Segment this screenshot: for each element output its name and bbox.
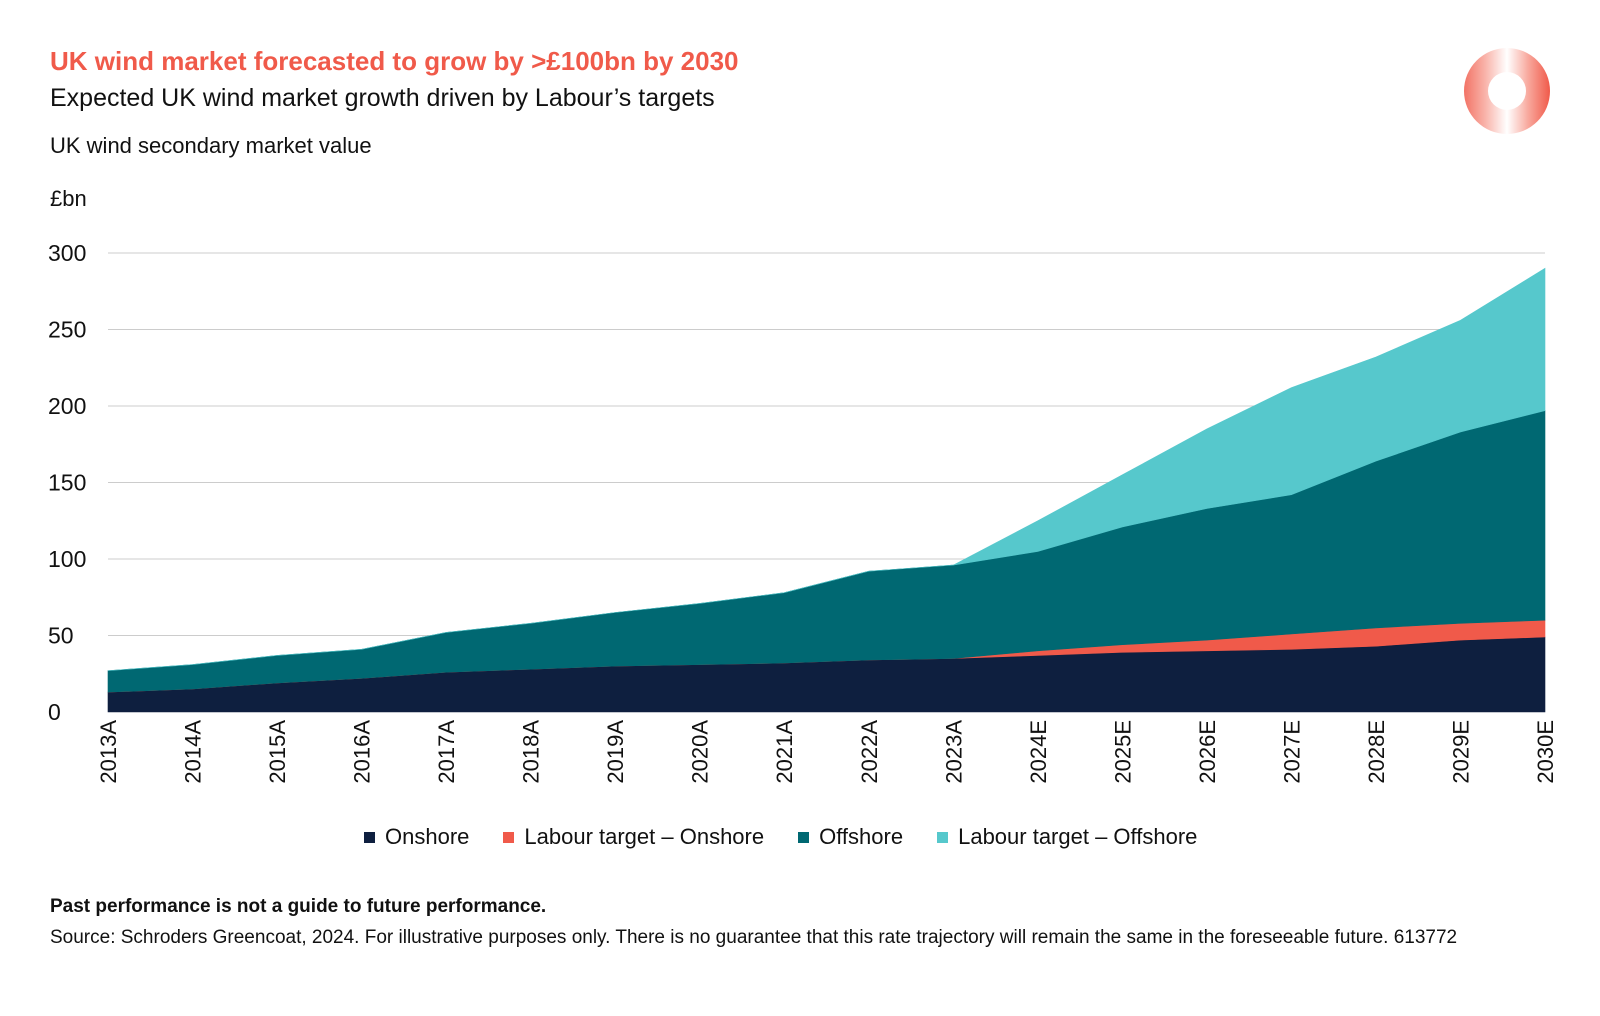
x-tick-label: 2024E bbox=[1026, 720, 1051, 784]
x-tick-label: 2013A bbox=[96, 720, 121, 784]
legend-swatch-onshore bbox=[364, 831, 375, 843]
x-tick-label: 2020A bbox=[688, 720, 713, 784]
legend-label-offshore: Offshore bbox=[819, 824, 904, 849]
y-tick-label: 50 bbox=[48, 623, 74, 649]
metric-label: UK wind secondary market value bbox=[50, 133, 372, 158]
x-tick-label: 2019A bbox=[603, 720, 628, 784]
legend-label-labour-offshore: Labour target – Offshore bbox=[958, 824, 1198, 849]
chart-legend: Onshore Labour target – Onshore Offshore… bbox=[364, 824, 1231, 850]
x-tick-label: 2027E bbox=[1279, 720, 1304, 784]
legend-swatch-labour-onshore bbox=[503, 831, 515, 843]
area-series-3 bbox=[107, 267, 1546, 671]
y-axis-ticks: 0 50 100 150 200 250 300 bbox=[48, 240, 86, 725]
x-tick-label: 2022A bbox=[857, 720, 882, 784]
y-tick-label: 200 bbox=[48, 393, 86, 419]
x-tick-label: 2025E bbox=[1110, 720, 1135, 784]
legend-swatch-offshore bbox=[798, 831, 810, 843]
legend-label-labour-onshore: Labour target – Onshore bbox=[524, 824, 765, 849]
y-tick-label: 100 bbox=[48, 546, 86, 572]
source-note: Source: Schroders Greencoat, 2024. For i… bbox=[50, 927, 1458, 948]
x-tick-label: 2015A bbox=[265, 720, 290, 784]
y-tick-label: 300 bbox=[48, 240, 86, 266]
y-tick-label: 0 bbox=[48, 699, 61, 725]
x-tick-label: 2018A bbox=[519, 720, 544, 784]
performance-disclaimer: Past performance is not a guide to futur… bbox=[50, 896, 547, 917]
x-axis-ticks: 2013A 2014A 2015A 2016A 2017A 2018A 2019A 2020A… bbox=[96, 720, 1558, 784]
x-tick-label: 2017A bbox=[434, 720, 459, 784]
legend-item-onshore: Onshore bbox=[364, 824, 469, 850]
x-tick-label: 2030E bbox=[1533, 720, 1558, 784]
y-tick-label: 150 bbox=[48, 470, 86, 496]
x-tick-label: 2029E bbox=[1449, 720, 1474, 784]
legend-item-labour-onshore: Labour target – Onshore bbox=[503, 824, 764, 850]
legend-swatch-labour-offshore bbox=[937, 831, 949, 843]
chart-subtitle: Expected UK wind market growth driven by… bbox=[50, 84, 715, 112]
brand-logo-icon bbox=[1464, 48, 1550, 134]
legend-item-labour-offshore: Labour target – Offshore bbox=[937, 824, 1197, 850]
x-tick-label: 2023A bbox=[941, 720, 966, 784]
legend-item-offshore: Offshore bbox=[798, 824, 903, 850]
y-axis-unit-label: £bn bbox=[50, 186, 87, 211]
x-tick-label: 2028E bbox=[1364, 720, 1389, 784]
y-tick-label: 250 bbox=[48, 317, 86, 343]
x-tick-label: 2026E bbox=[1195, 720, 1220, 784]
chart-title: UK wind market forecasted to grow by >£1… bbox=[50, 46, 739, 76]
x-tick-label: 2016A bbox=[350, 720, 375, 784]
x-tick-label: 2021A bbox=[772, 720, 797, 784]
legend-label-onshore: Onshore bbox=[385, 824, 470, 849]
x-tick-label: 2014A bbox=[181, 720, 206, 784]
series-areas bbox=[107, 267, 1546, 713]
